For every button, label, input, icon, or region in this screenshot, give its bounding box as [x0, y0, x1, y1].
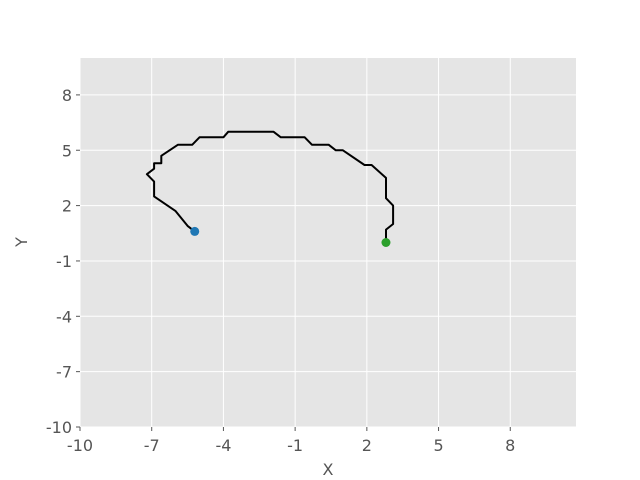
y-tick-label: -4 — [56, 307, 72, 326]
plot-background — [80, 58, 576, 427]
y-axis: -10 -7 -4 -1 2 5 8 — [46, 86, 80, 437]
y-tick-label: -7 — [56, 363, 72, 382]
end-marker — [381, 238, 391, 247]
x-axis-label: X — [323, 460, 334, 479]
x-tick-label: -4 — [215, 436, 231, 455]
x-tick-label: -10 — [67, 436, 93, 455]
x-axis: -10 -7 -4 -1 2 5 8 — [67, 427, 515, 455]
y-axis-label: Y — [12, 237, 31, 248]
x-tick-label: 8 — [505, 436, 515, 455]
y-tick-label: 2 — [62, 197, 72, 216]
y-tick-label: 5 — [62, 141, 72, 160]
y-tick-label: -1 — [56, 252, 72, 271]
markers-group — [190, 226, 391, 247]
x-tick-label: -1 — [287, 436, 303, 455]
series-line — [145, 130, 395, 243]
x-tick-label: 5 — [433, 436, 443, 455]
y-tick-label: -10 — [46, 418, 72, 437]
x-tick-label: -7 — [144, 436, 160, 455]
series-group — [145, 130, 395, 243]
x-tick-label: 2 — [362, 436, 372, 455]
start-marker — [190, 226, 200, 236]
grid — [79, 58, 576, 428]
y-tick-label: 8 — [62, 86, 72, 105]
